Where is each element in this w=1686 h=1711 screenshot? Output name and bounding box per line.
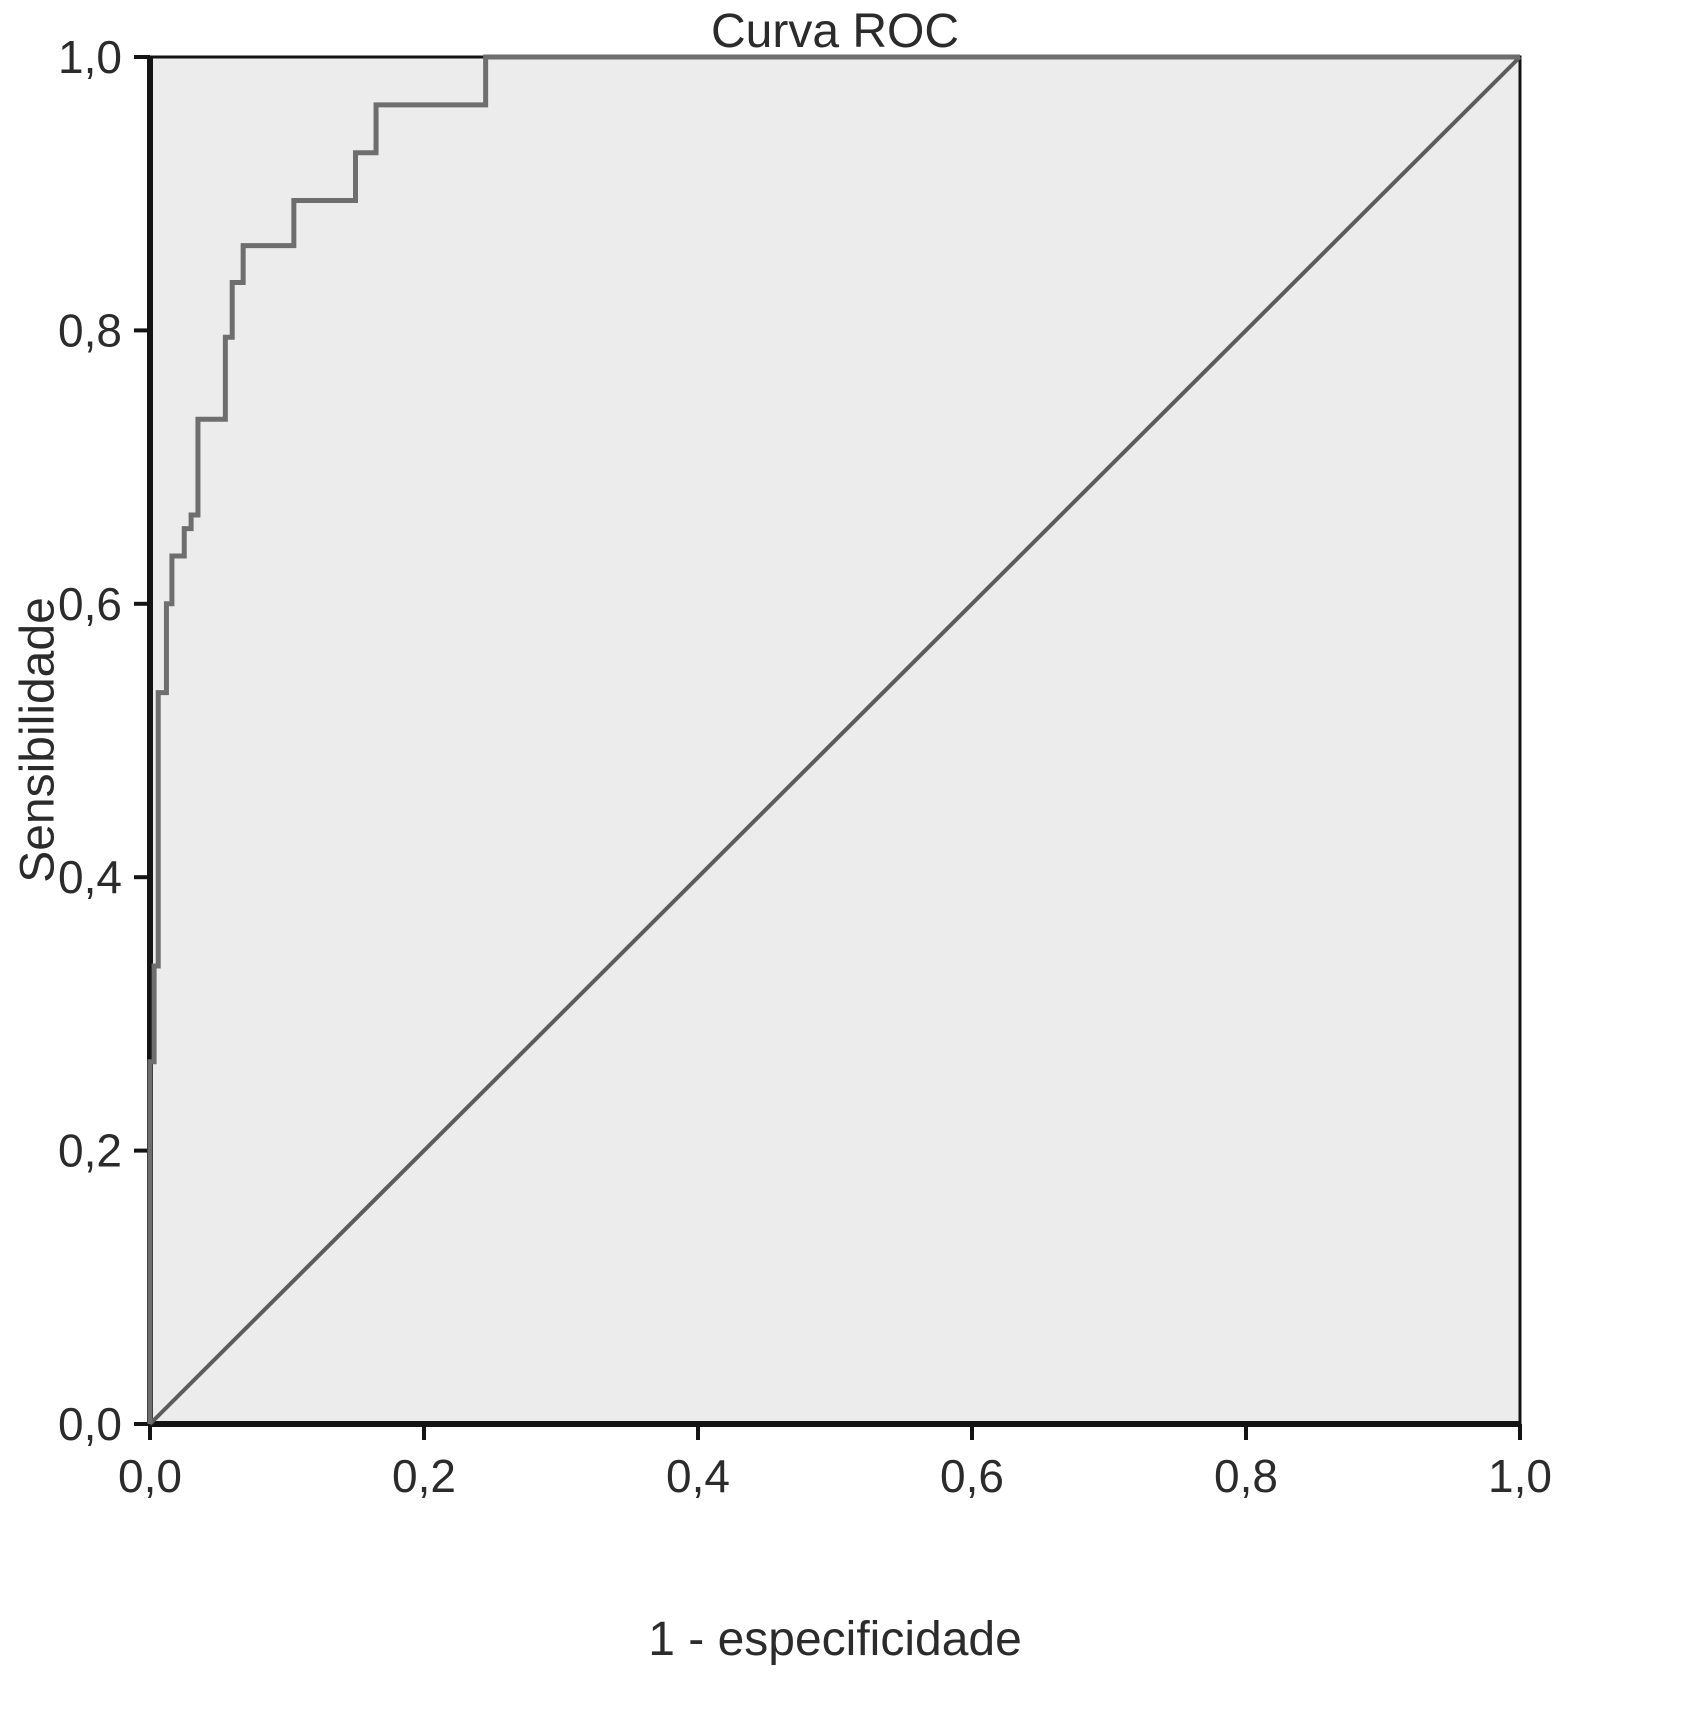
y-tick-label: 0,4 — [58, 851, 122, 903]
chart-title: Curva ROC — [710, 5, 960, 58]
x-axis-label: 1 - especificidade — [648, 1613, 1022, 1666]
x-tick-label: 0,4 — [666, 1450, 730, 1502]
y-tick-label: 0,2 — [58, 1125, 122, 1177]
x-tick-label: 0,2 — [392, 1450, 456, 1502]
x-tick-label: 0,6 — [940, 1450, 1004, 1502]
x-tick-label: 0,8 — [1214, 1450, 1278, 1502]
y-tick-label: 0,0 — [58, 1398, 122, 1450]
x-tick-label: 1,0 — [1488, 1450, 1552, 1502]
x-tick-label: 0,0 — [118, 1450, 182, 1502]
y-axis-label: Sensibilidade — [11, 597, 65, 883]
y-tick-label: 0,6 — [58, 578, 122, 630]
reference-line — [148, 55, 1522, 1426]
y-tick-label: 0,8 — [58, 304, 122, 356]
y-tick-label: 1,0 — [58, 31, 122, 83]
roc-curve — [147, 54, 1520, 1424]
